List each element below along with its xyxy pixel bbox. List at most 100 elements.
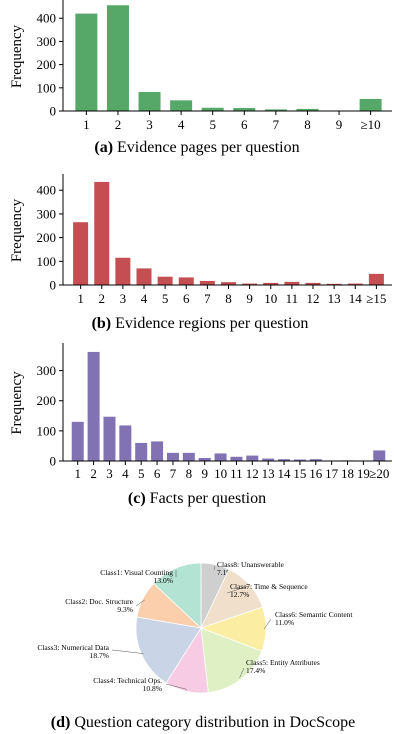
pie-leader-line [226,585,249,594]
y-tick-label: 300 [37,363,57,378]
bar [157,276,173,285]
y-axis-label: Frequency [9,198,25,262]
bar [94,181,110,285]
bar [198,457,211,461]
x-tick-label: 1 [74,466,81,481]
pie-slice-label: Class3: Numerical Data [37,643,109,652]
bar [242,283,258,285]
caption-text: Evidence pages per question [113,139,300,156]
y-tick-label: 400 [37,183,57,198]
x-tick-label: 17 [325,466,339,481]
bar [178,277,194,285]
bar [296,108,319,111]
x-tick-label: 3 [106,466,113,481]
caption-letter: (b) [92,315,112,332]
bar [115,257,131,285]
y-tick-label: 200 [37,57,57,72]
pie-leader-line [263,618,272,630]
caption-letter: (a) [94,139,113,156]
x-tick-label: 9 [246,291,253,306]
y-axis-label: Frequency [9,371,25,435]
bar [106,5,129,111]
panel-a-bar-chart: 0 100 200 300 400 1 2 3 4 5 6 7 8 9 ≥10 Frequency (a) Ev… [9,0,392,156]
bar [221,282,236,285]
pie-slice [200,627,263,694]
y-tick-label: 300 [37,34,57,49]
x-tick-label: 12 [307,291,320,306]
pie-slice-label: Class1: Visual Counting [100,568,173,577]
bar [293,459,306,461]
bar [359,98,382,111]
x-tick-label: 7 [170,466,177,481]
pie-slice-label: Class2: Doc. Structure [65,597,133,606]
y-tick-label: 200 [37,230,57,245]
y-tick-label: 100 [37,80,57,95]
y-tick-label: 100 [37,254,57,269]
bar [230,456,243,461]
pie-leader-line [135,599,145,607]
bar [309,459,322,461]
x-tick-label: 7 [273,117,280,132]
x-tick-label: 8 [304,117,311,132]
pie-slice-percent: 13.0% [154,576,173,585]
bar [373,450,386,461]
panel-caption: (c) Facts per question [128,490,266,507]
bar [166,452,179,461]
bar [264,109,287,111]
x-tick-label: 3 [146,117,153,132]
bar [75,13,98,112]
bar [305,282,321,285]
bar [136,268,152,285]
panel-caption: (b) Evidence regions per question [92,315,309,332]
x-tick-label: 14 [278,466,292,481]
x-tick-label: 2 [90,466,97,481]
pie-slice [153,562,202,629]
x-tick-label: 2 [98,291,105,306]
bar [199,280,215,285]
pie-slice-label: Class4: Technical Ops. [93,676,162,685]
x-tick-label: 15 [293,466,306,481]
x-tick-label: 18 [341,466,354,481]
x-tick-label: ≥15 [366,291,386,306]
panel-caption: (d) Question category distribution in Do… [51,714,355,731]
pie-leader-line [111,649,144,654]
bar [201,107,224,111]
pie-slice-label: Class8: Unanswerable [217,560,285,569]
x-tick-label: 5 [209,117,216,132]
pie-leader-line [213,566,216,571]
x-tick-label: ≥10 [361,117,381,132]
bar [326,283,342,285]
x-tick-label: 5 [138,466,145,481]
x-tick-label: 13 [328,291,341,306]
x-tick-label: 10 [264,291,277,306]
pie-slice [135,616,202,684]
panel-caption: (a) Evidence pages per question [94,139,299,156]
x-tick-label: 8 [225,291,232,306]
x-tick-label: ≥20 [369,466,389,481]
y-tick-label: 300 [37,206,57,221]
x-tick-label: 4 [141,291,148,306]
x-tick-label: 9 [336,117,343,132]
pie-slice-percent: 17.4% [246,666,265,675]
bar [246,455,259,461]
bar [71,421,84,461]
y-tick-label: 0 [50,104,57,119]
pie-slice-label: Class6: Semantic Content [275,610,353,619]
caption-letter: (d) [51,714,71,731]
bar [135,442,148,461]
x-tick-label: 3 [120,291,127,306]
y-tick-label: 0 [50,454,57,469]
x-tick-label: 6 [183,291,190,306]
x-tick-label: 16 [309,466,323,481]
bar [87,351,100,461]
bar [347,283,363,285]
bar [263,282,279,285]
caption-text: Facts per question [146,490,266,507]
bar [151,441,164,461]
bar [262,458,275,461]
bar [73,222,89,285]
x-tick-label: 4 [178,117,185,132]
